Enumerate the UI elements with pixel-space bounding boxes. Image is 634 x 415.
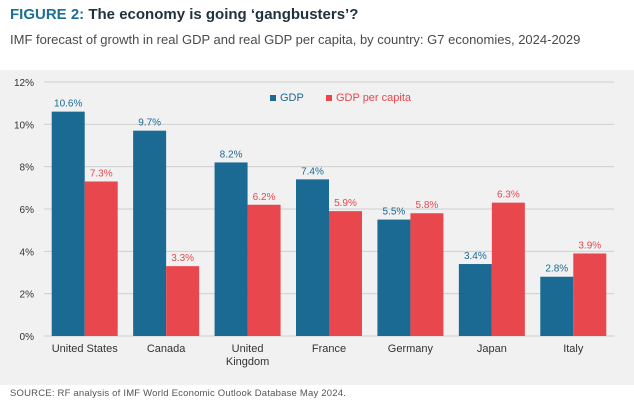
data-label: 7.3% [90, 168, 113, 179]
x-tick-label: Japan [477, 343, 507, 355]
bar-gdp-per-capita [491, 202, 525, 336]
legend-swatch-gdp [270, 95, 276, 101]
bar-gdp-per-capita [247, 204, 281, 336]
bar-gdp-per-capita [329, 211, 362, 336]
data-label: 10.6% [54, 99, 82, 110]
data-label: 5.8% [416, 200, 439, 211]
x-tick-label: France [312, 343, 346, 355]
legend-label-gdp-per-capita: GDP per capita [336, 92, 412, 104]
source-note: SOURCE: RF analysis of IMF World Economi… [10, 388, 347, 399]
figure-label: FIGURE 2: [10, 6, 85, 23]
data-label: 5.5% [383, 207, 406, 218]
bar-gdp-per-capita [166, 266, 200, 336]
data-label: 7.4% [301, 166, 324, 177]
y-tick-label: 10% [14, 120, 34, 131]
bar-gdp [296, 179, 329, 336]
legend-label-gdp: GDP [280, 92, 304, 104]
x-tick-label: United States [52, 343, 119, 355]
figure-subtitle: IMF forecast of growth in real GDP and r… [10, 32, 581, 47]
y-tick-label: 8% [20, 163, 35, 174]
x-tick-label: Germany [388, 343, 434, 355]
y-tick-label: 6% [20, 205, 35, 216]
bar-gdp-per-capita [410, 213, 444, 336]
y-tick-label: 2% [20, 290, 35, 301]
figure-title-text: The economy is going ‘gangbusters’? [88, 6, 359, 23]
bar-chart: 0% 2% 4% 6% 8% 10% 12% 10.6% 7.3% United States 9.… [14, 78, 614, 368]
chart-area: 0% 2% 4% 6% 8% 10% 12% 10.6% 7.3% United States 9.… [0, 70, 634, 385]
bar-gdp [377, 219, 411, 336]
data-label: 3.4% [464, 251, 487, 262]
bar-gdp [51, 111, 85, 336]
data-label: 8.2% [220, 149, 243, 160]
bar-gdp-per-capita [84, 181, 118, 336]
y-tick-label: 4% [20, 247, 35, 258]
bar-gdp [540, 276, 574, 336]
x-tick-label: Canada [147, 343, 186, 355]
bar-gdp [133, 130, 167, 336]
data-label: 6.2% [253, 192, 276, 203]
bar-gdp [214, 162, 248, 336]
data-label: 3.3% [171, 253, 194, 264]
data-label: 5.9% [334, 198, 357, 209]
legend-swatch-gdp-per-capita [326, 95, 332, 101]
x-tick-label: United Kingdom [226, 343, 269, 368]
data-label: 6.3% [497, 190, 520, 201]
x-tick-label: Italy [563, 343, 584, 355]
data-label: 2.8% [545, 264, 568, 275]
y-tick-label: 0% [20, 332, 35, 343]
bar-gdp [458, 264, 492, 336]
figure-title: FIGURE 2: The economy is going ‘gangbust… [10, 6, 358, 23]
bar-gdp-per-capita [573, 253, 607, 336]
data-label: 9.7% [138, 118, 161, 129]
y-tick-label: 12% [14, 78, 34, 89]
data-label: 3.9% [578, 240, 601, 251]
